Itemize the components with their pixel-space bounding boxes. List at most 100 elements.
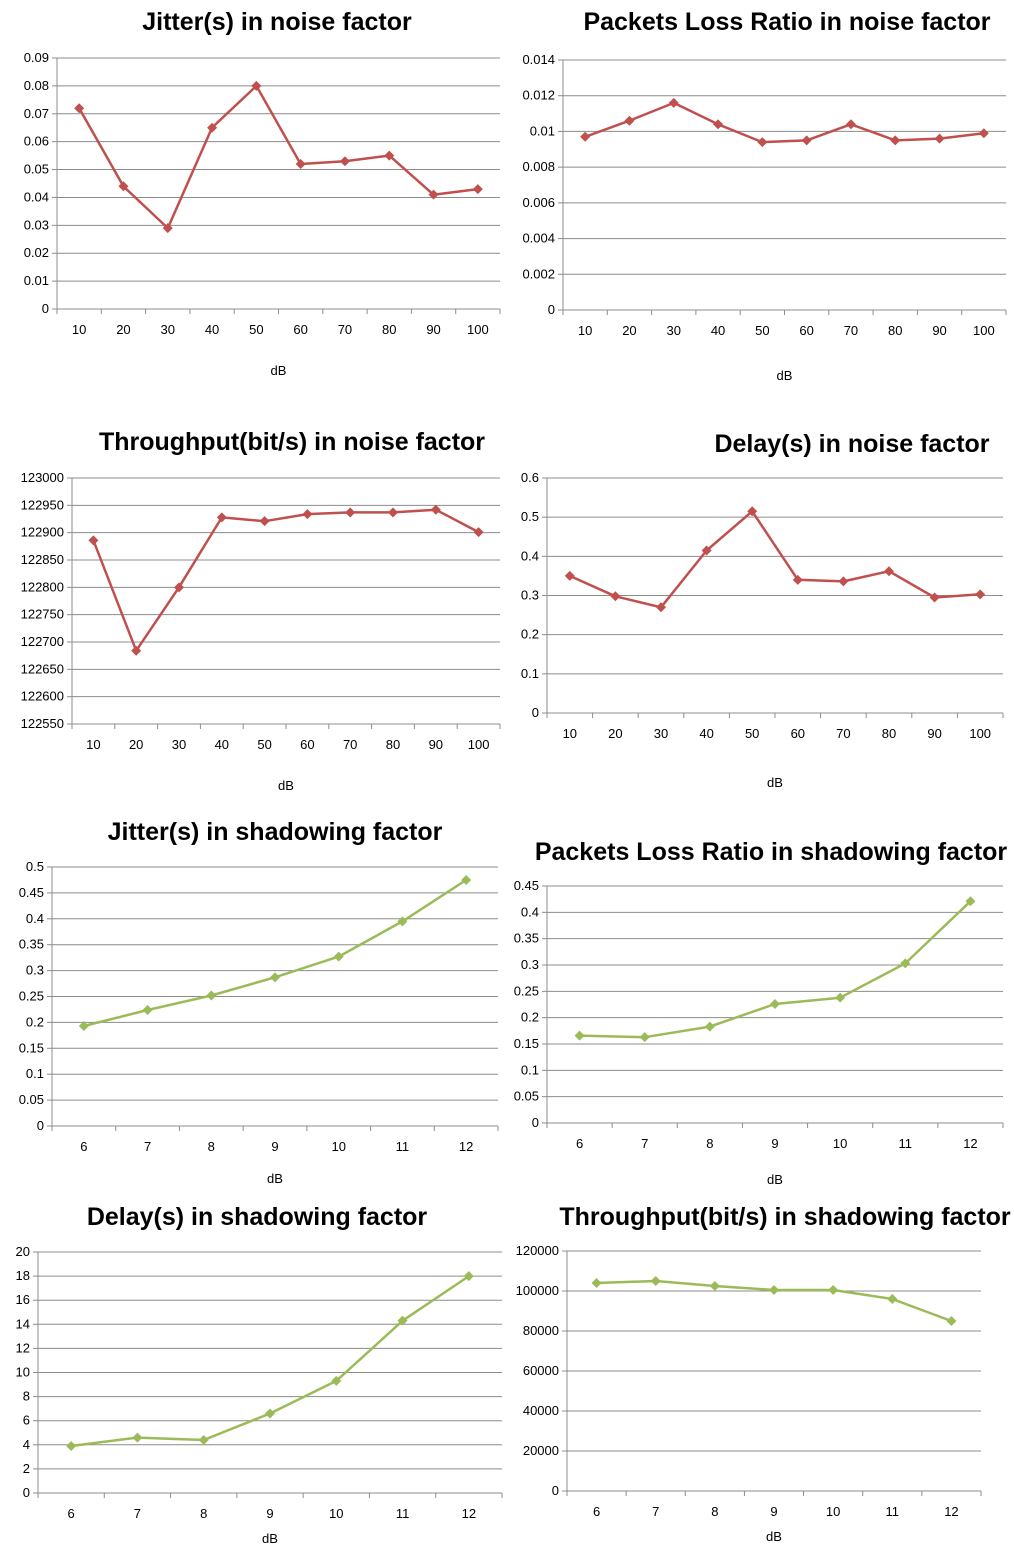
data-point [946,1316,957,1326]
y-tick-label: 0.08 [24,78,49,93]
y-tick-label: 122850 [21,552,64,567]
x-tick-label: 10 [578,323,592,338]
x-tick-label: 60 [791,726,805,741]
y-tick-label: 0.25 [19,989,44,1004]
x-tick-label: 9 [271,1139,278,1154]
data-point [142,1004,153,1015]
y-tick-label: 12 [16,1340,30,1355]
y-tick-label: 0.03 [24,217,49,232]
x-axis-label: dB [262,1531,278,1546]
x-tick-label: 8 [208,1139,215,1154]
y-tick-label: 40000 [523,1403,559,1418]
data-point [339,156,350,167]
x-tick-label: 100 [467,322,489,337]
y-tick-label: 8 [23,1389,30,1404]
chart-throughput-shadowing: Throughput(bit/s) in shadowing factor 0 20… [507,1195,1014,1548]
data-point [639,1032,650,1043]
y-tick-label: 0.07 [24,106,49,121]
data-point [757,137,768,148]
x-tick-label: 90 [429,737,443,752]
x-tick-label: 8 [200,1506,207,1521]
chart-title: Delay(s) in noise factor [714,430,989,458]
y-tick-label: 0.002 [522,266,555,281]
x-tick-label: 12 [963,1136,977,1151]
x-tick-label: 20 [116,322,130,337]
x-tick-label: 10 [72,322,86,337]
x-tick-label: 50 [249,322,263,337]
y-tick-label: 0.35 [514,931,539,946]
x-tick-label: 8 [711,1504,718,1519]
data-point [965,896,976,907]
y-tick-label: 0.4 [521,904,539,919]
x-tick-label: 10 [833,1136,847,1151]
chart-jitter-noise: Jitter(s) in noise factor 0 0.01 0.02 0.03 0.… [0,0,507,400]
y-tick-label: 10 [16,1365,30,1380]
series-line [584,101,984,144]
x-tick-label: 7 [652,1504,659,1519]
data-point [900,958,911,969]
x-tick-label: 9 [770,1504,777,1519]
chart-title: Packets Loss Ratio in noise factor [583,8,990,36]
x-tick-label: 20 [608,726,622,741]
data-point [428,189,439,200]
x-tick-label: 80 [888,323,902,338]
x-tick-label: 20 [129,737,143,752]
y-tick-label: 0.35 [19,937,44,952]
y-tick-label: 0.4 [521,548,539,563]
y-tick-label: 20000 [523,1443,559,1458]
x-tick-label: 50 [755,323,769,338]
data-point [650,1276,661,1286]
data-point [656,602,666,613]
y-tick-label: 0 [37,1118,44,1133]
x-tick-label: 50 [745,726,759,741]
x-axis-label: dB [267,1171,283,1186]
x-tick-label: 90 [426,322,440,337]
chart-throughput-noise: Throughput(bit/s) in noise factor 122550 1… [0,420,507,810]
y-tick-label: 122950 [21,497,64,512]
y-tick-label: 0 [23,1485,30,1500]
x-tick-label: 10 [86,737,100,752]
x-tick-label: 100 [973,323,995,338]
data-point [580,131,591,142]
data-point [770,998,780,1009]
y-tick-label: 0.05 [24,162,49,177]
y-tick-label: 0.2 [521,1010,539,1025]
data-point [397,1315,408,1326]
y-tick-label: 0.008 [522,159,555,174]
data-point [216,512,227,523]
data-point [884,566,894,577]
y-tick-label: 20 [16,1244,30,1259]
x-tick-label: 40 [205,322,219,337]
chart-delay-noise: Delay(s) in noise factor 0 0.1 0.2 0.3 0.4 0.5… [507,420,1014,810]
x-tick-label: 40 [699,726,713,741]
data-point [890,135,901,146]
chart-title: Packets Loss Ratio in shadowing factor [535,838,1008,866]
x-tick-label: 30 [161,322,175,337]
data-point [701,545,712,556]
y-tick-label: 0.04 [24,189,49,204]
data-point [397,916,408,927]
x-tick-label: 12 [944,1504,958,1519]
y-tick-label: 0.006 [522,195,555,210]
x-tick-label: 50 [257,737,271,752]
data-point [624,115,635,126]
data-point [845,119,856,130]
y-tick-label: 6 [23,1413,30,1428]
x-tick-label: 7 [134,1506,141,1521]
data-point [207,122,218,133]
y-tick-label: 0 [552,1483,559,1498]
x-tick-label: 12 [459,1139,473,1154]
x-tick-label: 20 [622,323,636,338]
data-point [610,591,621,602]
y-tick-label: 0.2 [26,1014,44,1029]
x-tick-label: 90 [932,323,946,338]
x-tick-label: 9 [266,1506,273,1521]
y-tick-label: 120000 [516,1243,559,1258]
y-tick-label: 122900 [21,525,64,540]
x-tick-label: 7 [144,1139,151,1154]
x-tick-label: 30 [654,726,668,741]
series-line [83,878,467,1028]
x-axis-label: dB [767,1172,783,1187]
chart-packet-loss-noise: Packets Loss Ratio in noise factor 0 0.002… [507,0,1014,400]
y-tick-label: 4 [23,1437,30,1452]
